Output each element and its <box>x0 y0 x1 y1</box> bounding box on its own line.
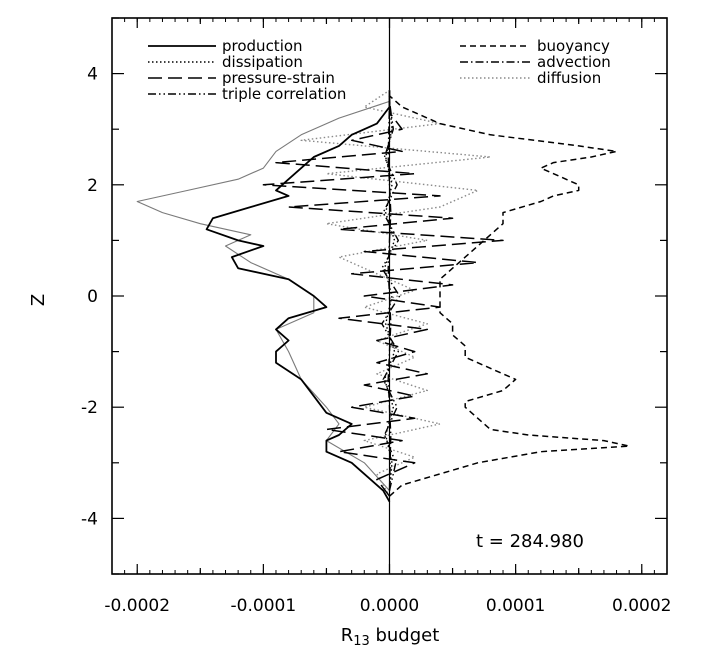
series-line-triple-correlation <box>381 101 401 491</box>
legend-label-dissipation: dissipation <box>222 53 303 71</box>
series-line-unlabeled <box>136 100 390 491</box>
y-tick-label: -4 <box>81 509 98 529</box>
x-axis-label: R13 budget <box>341 625 440 649</box>
x-tick-label: 0.0002 <box>612 596 671 616</box>
y-axis-label: Z <box>28 294 49 306</box>
x-tick-label: 0.0001 <box>486 596 545 616</box>
series-line-dissipation <box>383 101 396 491</box>
x-tick-label: -0.0002 <box>104 596 170 616</box>
series-lines <box>136 18 630 574</box>
series-line-production <box>205 90 391 503</box>
legend-label-diffusion: diffusion <box>537 69 601 87</box>
y-tick-label: -2 <box>81 398 98 418</box>
y-tick-label: 0 <box>87 287 98 307</box>
x-axis-label-main: R <box>341 625 354 646</box>
series-line-buoyancy <box>389 95 630 497</box>
y-tick-label: 4 <box>87 65 98 85</box>
legend-label-triple-correlation: triple correlation <box>222 85 346 103</box>
legend-label-production: production <box>222 37 303 55</box>
time-annotation: t = 284.980 <box>476 531 584 552</box>
legend: productiondissipationpressure-straintrip… <box>148 37 611 103</box>
legend-label-pressure-strain: pressure-strain <box>222 69 335 87</box>
y-tick-label: 2 <box>87 176 98 196</box>
legend-label-buoyancy: buoyancy <box>537 37 610 55</box>
x-axis-label-suffix: budget <box>370 625 440 646</box>
series-line-pressure-strain <box>262 95 504 497</box>
legend-label-advection: advection <box>537 53 611 71</box>
x-tick-label: -0.0001 <box>231 596 297 616</box>
x-axis-label-sub: 13 <box>353 634 370 649</box>
axis-ticks: -0.0002 -0.0001 0.0000 0.0001 0.0002 -4 -2 0 2 4 <box>81 17 672 616</box>
series-line-diffusion <box>300 89 492 497</box>
series-line-advection <box>387 101 392 491</box>
x-tick-label: 0.0000 <box>360 596 419 616</box>
